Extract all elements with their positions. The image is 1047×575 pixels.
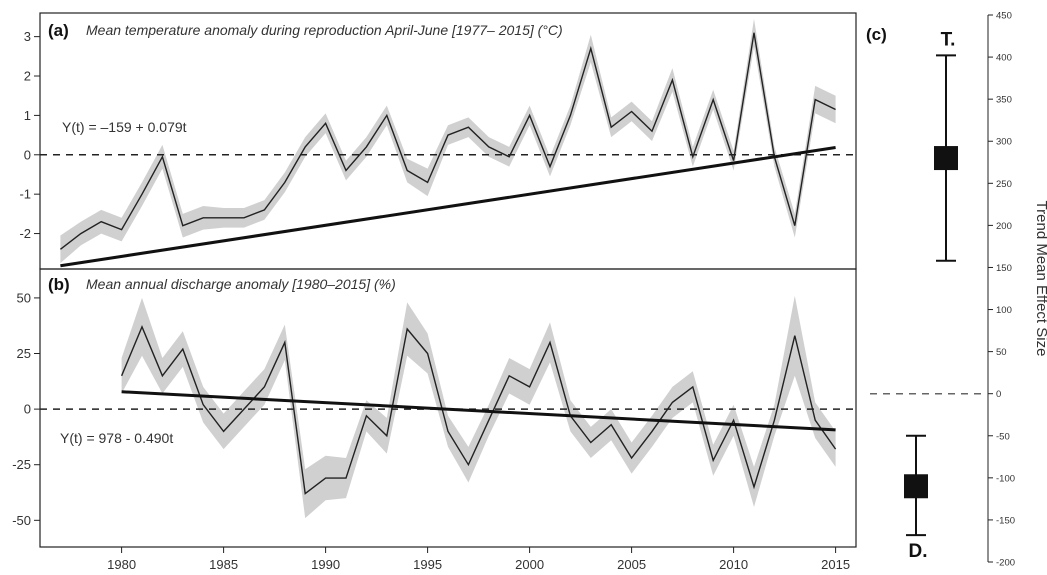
panel-a-series-path [59, 32, 836, 250]
panel-c-ytick-label: 400 [996, 53, 1012, 64]
panel-a-confidence-band [60, 18, 836, 264]
panel-b: -50 -25 0 25 50 1980 1985 1990 1995 2000 2005 2010… [12, 268, 857, 572]
panel-b-ytick-label: 25 [17, 346, 31, 361]
panel-b-xtick-label: 2000 [515, 557, 544, 572]
panel-c-ytick-label: 0 [996, 389, 1001, 400]
panel-c-ytick-label: -50 [996, 431, 1010, 442]
panel-b-trend [121, 390, 836, 432]
panel-b-xtick-label: 2005 [617, 557, 646, 572]
panel-c-ytick-label: 350 [996, 95, 1012, 106]
panel-b-xtick-label: 1985 [209, 557, 238, 572]
panel-c-ytick-label: 300 [996, 137, 1012, 148]
panel-c-point-label: D. [909, 541, 928, 562]
panel-b-confidence-band [121, 295, 836, 519]
panel-c-label: (c) [866, 25, 887, 44]
panel-c-points: T. D. [904, 29, 958, 562]
panel-c-ytick-label: 50 [996, 347, 1007, 358]
panel-b-ytick-label: -25 [12, 457, 31, 472]
panel-a: -2 -1 0 1 2 3 (a) Mean temperature anomaly du… [19, 12, 857, 270]
panel-c-point-label: T. [941, 29, 956, 50]
panel-a-y-axis: -2 -1 0 1 2 3 [19, 29, 40, 241]
panel-b-series-line [120, 324, 837, 495]
panel-a-trend-equation: Y(t) = –159 + 0.079t [62, 119, 187, 135]
panel-a-trend-line [60, 146, 836, 268]
panel-b-series-path [120, 324, 837, 495]
panel-b-x-axis: 1980 1985 1990 1995 2000 2005 2010 2015 [107, 547, 850, 572]
panel-a-ytick-label: 2 [24, 69, 31, 84]
panel-a-trend [60, 146, 836, 268]
panel-c-ytick-label: 200 [996, 221, 1012, 232]
panel-c-marker [934, 146, 958, 171]
panel-a-ytick-label: -1 [19, 187, 31, 202]
panel-c-ytick-label: 100 [996, 305, 1012, 316]
panel-b-xtick-label: 2015 [821, 557, 850, 572]
panel-b-label: (b) [48, 275, 70, 294]
panel-c-ytick-label: 150 [996, 263, 1012, 274]
panel-b-band-area [121, 295, 836, 519]
panel-a-ytick-label: 0 [24, 147, 31, 162]
panel-c-ytick-label: -200 [996, 558, 1015, 569]
panel-c-y-axis-label: Trend Mean Effect Size [1033, 201, 1047, 357]
panel-c-point-discharge: D. [904, 434, 928, 562]
panel-a-series-line [59, 32, 836, 250]
panel-b-frame [39, 268, 857, 548]
panel-c-ytick-label: -100 [996, 473, 1015, 484]
panel-a-ytick-label: 3 [24, 29, 31, 44]
panel-b-ytick-label: 0 [24, 402, 31, 417]
panel-c-marker [904, 474, 928, 499]
panel-b-y-axis: -50 -25 0 25 50 [12, 290, 40, 528]
panel-c-ytick-label: 250 [996, 179, 1012, 190]
panel-a-ytick-label: 1 [24, 108, 31, 123]
panel-a-ytick-label: -2 [19, 226, 31, 241]
panel-c-y-axis: -200 -150 -100 -50 0 50 100 150 200 250 300 350 400 4… [988, 11, 1015, 569]
panel-c-ytick-label: -150 [996, 515, 1015, 526]
panel-b-trend-equation: Y(t) = 978 - 0.490t [60, 430, 173, 446]
panel-c-point-temperature: T. [934, 29, 958, 262]
panel-b-xtick-label: 2010 [719, 557, 748, 572]
panel-a-band-area [60, 18, 836, 264]
panel-b-title: Mean annual discharge anomaly [1980–2015… [86, 276, 396, 292]
panel-b-ytick-label: -50 [12, 513, 31, 528]
panel-a-title: Mean temperature anomaly during reproduc… [86, 22, 563, 38]
panel-b-xtick-label: 1990 [311, 557, 340, 572]
panel-a-label: (a) [48, 21, 69, 40]
panel-b-ytick-label: 50 [17, 290, 31, 305]
panel-b-trend-line [121, 390, 836, 432]
panel-b-xtick-label: 1980 [107, 557, 136, 572]
panel-c-ytick-label: 450 [996, 11, 1012, 22]
panel-b-xtick-label: 1995 [413, 557, 442, 572]
panel-c: (c) -200 -150 -100 -50 0 50 100 150 200 250 300 350… [866, 11, 1047, 569]
